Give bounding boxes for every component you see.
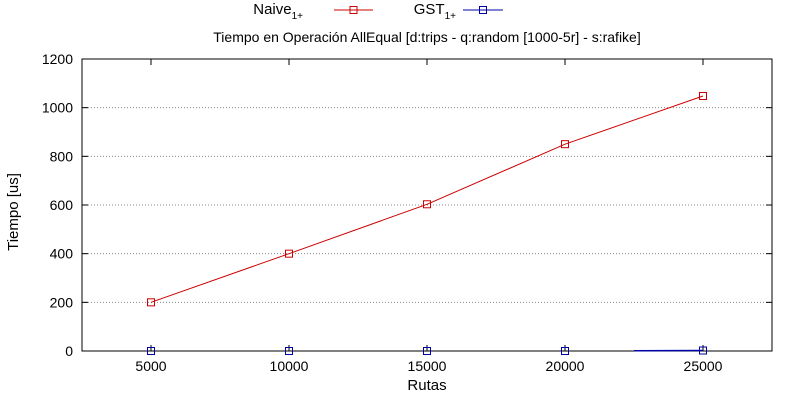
y-tick-label: 1000 <box>42 100 73 116</box>
series-naive <box>148 92 707 305</box>
legend: Naive1+ GST1+ <box>253 1 503 22</box>
y-tick-label: 200 <box>50 294 74 310</box>
chart-title: Tiempo en Operación AllEqual [d:trips - … <box>213 29 640 45</box>
legend-label: Naive1+ <box>253 1 303 22</box>
legend-item-naive: Naive1+ <box>253 1 373 22</box>
y-tick-label: 400 <box>50 246 74 262</box>
legend-label: GST1+ <box>414 1 456 22</box>
grid-lines <box>82 108 772 303</box>
series-line <box>151 96 703 302</box>
y-tick-label: 1200 <box>42 51 73 67</box>
y-tick-label: 800 <box>50 148 74 164</box>
x-tick-label: 20000 <box>546 358 585 374</box>
x-tick-label: 5000 <box>135 358 166 374</box>
series-layer <box>148 92 707 354</box>
x-axis-title: Rutas <box>407 377 446 394</box>
legend-item-gst: GST1+ <box>414 1 503 22</box>
x-tick-label: 25000 <box>684 358 723 374</box>
x-axis: 5000 10000 15000 20000 25000 <box>135 59 722 374</box>
y-tick-label: 600 <box>50 197 74 213</box>
data-point-marker <box>700 92 707 99</box>
x-tick-label: 15000 <box>408 358 447 374</box>
y-tick-label: 0 <box>65 343 73 359</box>
x-tick-label: 10000 <box>270 358 309 374</box>
y-axis-title: Tiempo [us] <box>5 173 22 251</box>
